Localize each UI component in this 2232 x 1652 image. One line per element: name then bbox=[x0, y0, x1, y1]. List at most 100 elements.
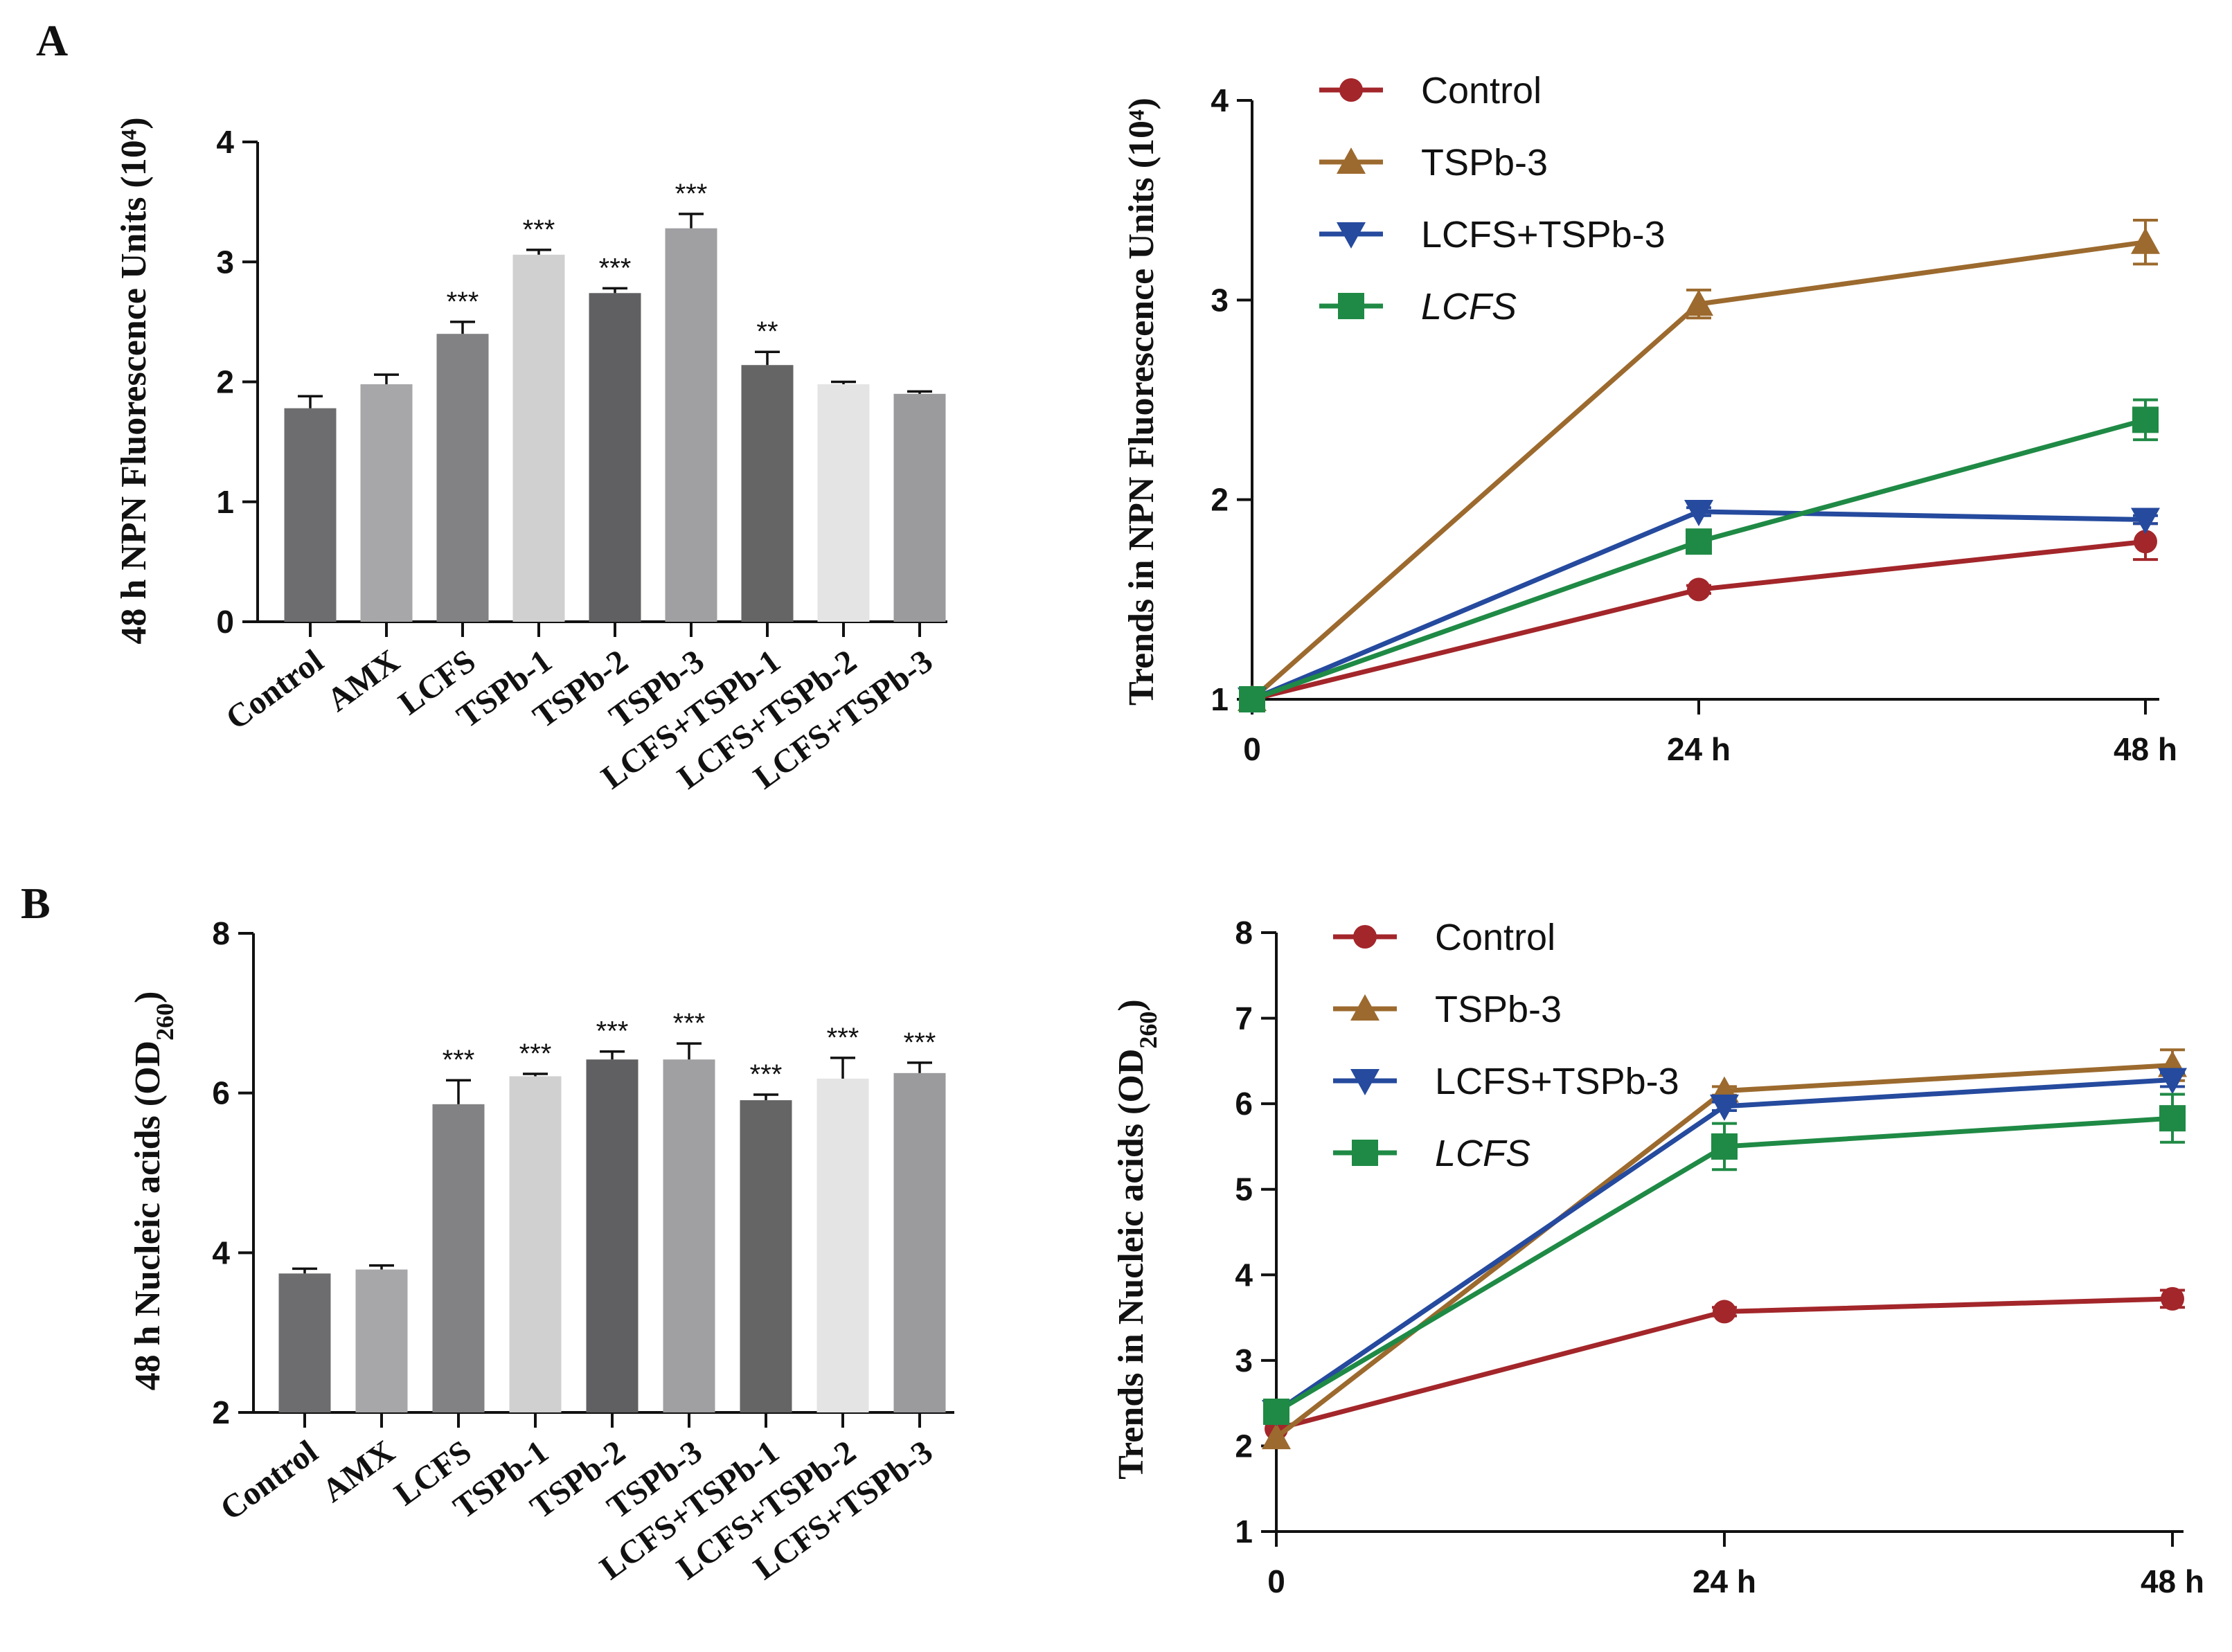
x-tick-label: 24 h bbox=[1667, 731, 1731, 767]
bar bbox=[665, 228, 717, 622]
marker-triangle-down bbox=[2131, 508, 2160, 535]
legend-label: LCFS bbox=[1421, 286, 1517, 327]
bar bbox=[740, 1100, 792, 1412]
marker-triangle-up bbox=[1337, 147, 1366, 174]
marker-square bbox=[1239, 686, 1265, 712]
panel-label-b: B bbox=[21, 879, 51, 928]
marker-triangle-down bbox=[1710, 1094, 1739, 1121]
category-label: Control bbox=[220, 643, 330, 737]
y-tick-label: 2 bbox=[212, 1394, 230, 1430]
bar bbox=[512, 254, 565, 622]
legend-label: LCFS bbox=[1435, 1133, 1530, 1174]
marker-square bbox=[1686, 528, 1712, 555]
marker-square bbox=[2132, 406, 2159, 433]
bar bbox=[432, 1104, 485, 1412]
category-label: AMX bbox=[321, 643, 407, 719]
y-tick-label: 5 bbox=[1235, 1171, 1253, 1207]
marker-square bbox=[2159, 1105, 2186, 1132]
significance-label: *** bbox=[599, 253, 632, 283]
marker-square bbox=[1352, 1140, 1378, 1166]
y-axis-label: 48 h Nucleic acids (OD260) bbox=[128, 991, 179, 1391]
bar bbox=[817, 384, 870, 622]
y-axis-label: Trends in Nucleic acids (OD260) bbox=[1111, 999, 1162, 1479]
marker-circle bbox=[1687, 577, 1711, 602]
y-tick-label: 1 bbox=[216, 484, 234, 520]
bar bbox=[278, 1273, 331, 1412]
y-tick-label: 2 bbox=[1235, 1428, 1253, 1464]
legend-label: LCFS+TSPb-3 bbox=[1421, 214, 1666, 255]
significance-label: *** bbox=[904, 1027, 936, 1058]
series-line bbox=[1274, 1063, 2173, 1439]
significance-label: *** bbox=[519, 1039, 552, 1069]
bar bbox=[893, 393, 946, 622]
legend-label: TSPb-3 bbox=[1435, 989, 1562, 1030]
chart-b-bar: 2 4 6 8 48 h Nucleic acids (OD260) ControlAMX… bbox=[128, 915, 954, 1587]
marker-circle bbox=[1713, 1300, 1736, 1324]
y-tick-label: 2 bbox=[216, 364, 234, 400]
marker-triangle-down bbox=[1684, 499, 1713, 526]
bar bbox=[586, 1059, 639, 1412]
bar bbox=[436, 334, 489, 622]
x-tick-label: 0 bbox=[1243, 731, 1261, 767]
y-tick-label: 1 bbox=[1211, 681, 1229, 717]
x-tick-label: 24 h bbox=[1693, 1563, 1756, 1599]
y-tick-label: 0 bbox=[216, 604, 234, 640]
legend-label: LCFS+TSPb-3 bbox=[1435, 1061, 1679, 1102]
y-axis-label: Trends in NPN Fluorescence Units (10⁴) bbox=[1122, 98, 1161, 706]
y-tick-label: 6 bbox=[212, 1075, 230, 1111]
marker-circle bbox=[2134, 530, 2157, 554]
marker-square bbox=[1338, 293, 1364, 319]
chart-a-line: 1 2 3 4 Trends in NPN Fluorescence Units (10… bbox=[1122, 70, 2177, 767]
significance-label: *** bbox=[750, 1059, 783, 1090]
x-tick-label: 0 bbox=[1267, 1563, 1285, 1599]
bar bbox=[893, 1072, 946, 1412]
y-tick-label: 3 bbox=[1211, 282, 1229, 318]
legend-label: Control bbox=[1435, 917, 1555, 958]
y-tick-label: 6 bbox=[1235, 1086, 1253, 1122]
marker-triangle-up bbox=[2131, 227, 2160, 254]
significance-label: *** bbox=[673, 1008, 706, 1039]
marker-circle bbox=[2161, 1286, 2184, 1311]
y-tick-label: 4 bbox=[1235, 1257, 1253, 1293]
bar bbox=[509, 1076, 562, 1412]
marker-square bbox=[1263, 1399, 1289, 1425]
y-tick-label: 3 bbox=[216, 244, 234, 280]
significance-label: *** bbox=[447, 287, 479, 317]
y-axis-label: 48 h NPN Fluorescence Units (10⁴) bbox=[114, 117, 154, 644]
y-tick-label: 4 bbox=[1211, 82, 1229, 118]
y-tick-label: 8 bbox=[212, 915, 230, 951]
panel-label-a: A bbox=[36, 16, 68, 65]
series-line bbox=[1251, 539, 2146, 702]
bar bbox=[741, 365, 794, 622]
category-label: Control bbox=[214, 1433, 325, 1527]
y-tick-label: 7 bbox=[1235, 1000, 1253, 1036]
marker-circle bbox=[1339, 78, 1363, 102]
marker-triangle-down bbox=[1337, 222, 1366, 249]
x-tick-label: 48 h bbox=[2114, 731, 2177, 767]
marker-triangle-up bbox=[1684, 289, 1713, 316]
marker-triangle-up bbox=[1262, 1423, 1291, 1450]
series-line bbox=[1251, 417, 2146, 702]
significance-label: *** bbox=[443, 1045, 475, 1075]
marker-circle bbox=[1353, 925, 1377, 949]
x-tick-label: 48 h bbox=[2141, 1563, 2204, 1599]
bar bbox=[355, 1269, 408, 1412]
y-tick-label: 8 bbox=[1235, 915, 1253, 951]
bar bbox=[663, 1059, 715, 1412]
bar bbox=[284, 408, 337, 622]
y-tick-label: 4 bbox=[216, 124, 234, 160]
bar bbox=[589, 293, 641, 622]
y-tick-label: 1 bbox=[1235, 1514, 1253, 1550]
y-tick-label: 4 bbox=[212, 1234, 230, 1271]
legend-label: Control bbox=[1421, 70, 1542, 111]
significance-label: *** bbox=[827, 1023, 859, 1053]
marker-square bbox=[1711, 1133, 1738, 1160]
chart-a-bar: 0 1 2 3 4 48 h NPN Fluorescence Units (10⁴) Co… bbox=[114, 117, 947, 796]
significance-label: *** bbox=[523, 215, 555, 245]
significance-label: ** bbox=[756, 316, 778, 347]
chart-b-line: 1 2 3 4 5 6 7 8 Trends in Nucleic acids (OD260) 0… bbox=[1111, 915, 2204, 1599]
marker-triangle-up bbox=[1350, 994, 1380, 1021]
y-tick-label: 2 bbox=[1211, 482, 1229, 518]
legend-label: TSPb-3 bbox=[1421, 142, 1548, 183]
